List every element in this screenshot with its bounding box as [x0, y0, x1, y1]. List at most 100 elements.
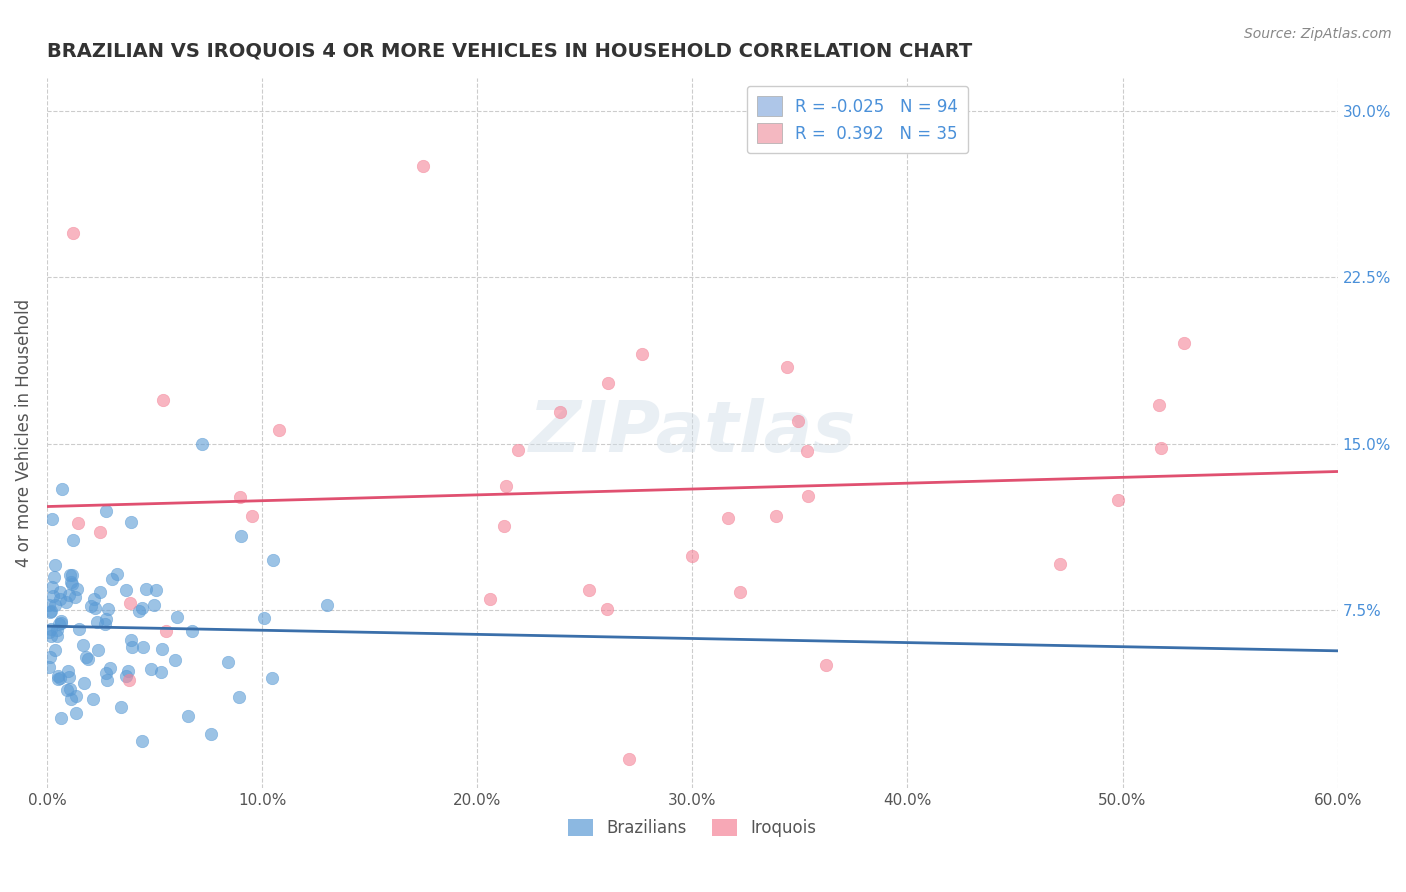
Point [1173, 335, 1195, 350]
Point [56, 682, 79, 697]
Point [240, 509, 263, 524]
Point [120, 596, 142, 610]
Point [1107, 493, 1129, 508]
Point [96, 612, 118, 626]
Point [58, 588, 80, 602]
Point [51, 615, 73, 630]
Point [152, 392, 174, 407]
Point [67, 516, 90, 531]
Point [96, 673, 118, 688]
Legend: Brazilians, Iroquois: Brazilians, Iroquois [561, 812, 823, 844]
Point [1150, 441, 1173, 455]
Point [101, 572, 124, 586]
Point [59, 575, 82, 590]
Point [89, 585, 111, 599]
Point [548, 405, 571, 419]
Point [142, 598, 165, 612]
Point [67, 623, 90, 637]
Point [412, 160, 434, 174]
Point [98, 661, 121, 675]
Point [56, 664, 79, 678]
Point [89, 524, 111, 539]
Point [115, 583, 138, 598]
Point [796, 444, 818, 458]
Point [55, 595, 77, 609]
Point [59, 682, 82, 697]
Point [596, 601, 619, 615]
Point [60, 577, 83, 591]
Point [217, 655, 239, 669]
Point [86, 615, 108, 629]
Point [83, 591, 105, 606]
Point [765, 508, 787, 523]
Point [479, 592, 502, 607]
Point [617, 751, 640, 765]
Point [46, 673, 69, 687]
Text: BRAZILIAN VS IROQUOIS 4 OR MORE VEHICLES IN HOUSEHOLD CORRELATION CHART: BRAZILIAN VS IROQUOIS 4 OR MORE VEHICLES… [46, 42, 972, 61]
Point [787, 414, 810, 428]
Point [83, 600, 105, 615]
Point [165, 653, 187, 667]
Point [728, 584, 751, 599]
Point [815, 657, 838, 672]
Point [77, 651, 100, 665]
Point [42, 569, 65, 583]
Point [145, 582, 167, 597]
Point [39, 604, 62, 618]
Point [231, 529, 253, 543]
Point [38, 624, 60, 639]
Point [132, 640, 155, 654]
Point [60, 568, 83, 582]
Point [105, 566, 128, 581]
Point [59, 568, 82, 582]
Text: ZIPatlas: ZIPatlas [529, 398, 856, 467]
Point [51, 482, 73, 496]
Point [49, 671, 72, 685]
Point [38, 598, 60, 612]
Text: Source: ZipAtlas.com: Source: ZipAtlas.com [1244, 27, 1392, 41]
Point [94, 617, 117, 632]
Point [62, 533, 84, 547]
Point [508, 442, 530, 457]
Point [177, 708, 200, 723]
Point [315, 598, 337, 612]
Point [62, 226, 84, 240]
Point [495, 479, 517, 493]
Point [94, 666, 117, 681]
Point [75, 649, 97, 664]
Point [44, 598, 66, 612]
Point [228, 690, 250, 704]
Point [492, 519, 515, 533]
Point [73, 675, 96, 690]
Point [72, 638, 94, 652]
Point [191, 437, 214, 451]
Point [46, 668, 69, 682]
Point [44, 558, 66, 573]
Point [262, 671, 284, 685]
Point [48, 617, 70, 632]
Point [200, 727, 222, 741]
Point [80, 599, 103, 613]
Point [65, 590, 87, 604]
Point [45, 629, 67, 643]
Point [262, 553, 284, 567]
Point [44, 643, 66, 657]
Point [49, 592, 72, 607]
Point [41, 512, 63, 526]
Point [117, 665, 139, 679]
Point [797, 489, 820, 503]
Point [131, 600, 153, 615]
Point [141, 662, 163, 676]
Point [51, 614, 73, 628]
Point [121, 640, 143, 654]
Y-axis label: 4 or more Vehicles in Household: 4 or more Vehicles in Household [15, 299, 32, 566]
Point [120, 515, 142, 529]
Point [58, 670, 80, 684]
Point [94, 504, 117, 518]
Point [110, 699, 132, 714]
Point [776, 359, 799, 374]
Point [228, 490, 250, 504]
Point [87, 643, 110, 657]
Point [631, 347, 654, 361]
Point [59, 692, 82, 706]
